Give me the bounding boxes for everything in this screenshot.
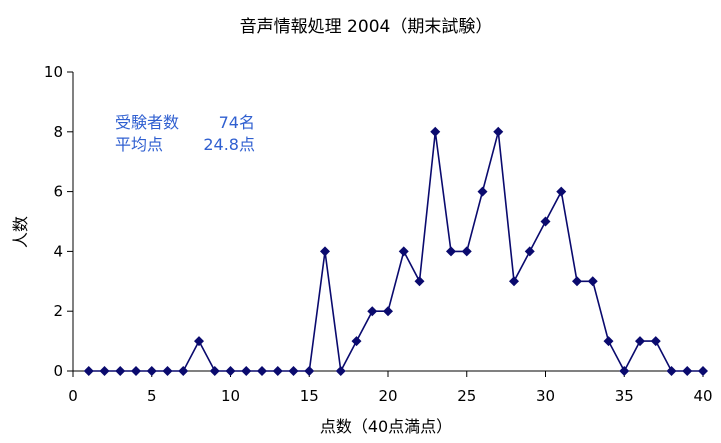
data-point — [351, 336, 362, 347]
data-point — [446, 246, 456, 257]
data-point — [556, 186, 567, 197]
data-point — [666, 366, 677, 376]
data-point — [367, 306, 378, 317]
data-point — [194, 336, 204, 347]
annotation-average-value: 24.8点 — [203, 135, 255, 154]
data-point — [572, 276, 582, 287]
x-tick-label: 35 — [615, 387, 634, 405]
data-point — [178, 366, 189, 376]
chart-title: 音声情報処理 2004（期末試験） — [240, 17, 493, 37]
x-tick-label: 40 — [693, 387, 712, 405]
data-point — [383, 306, 393, 317]
data-point — [225, 366, 236, 376]
y-tick-label: 4 — [53, 242, 63, 260]
data-point — [524, 246, 535, 257]
x-axis-title: 点数（40点満点） — [320, 417, 452, 436]
data-point — [430, 126, 441, 137]
data-point — [335, 366, 346, 376]
data-point — [304, 366, 315, 376]
data-point — [698, 366, 708, 376]
series-line — [88, 131, 703, 374]
data-point — [493, 126, 504, 137]
data-point — [288, 366, 299, 376]
y-tick-label: 8 — [53, 123, 63, 141]
x-tick-label: 15 — [300, 387, 319, 405]
data-point — [603, 336, 614, 347]
data-point — [540, 216, 551, 227]
x-tick-label: 20 — [378, 387, 397, 405]
data-point — [320, 246, 330, 257]
y-tick-label: 6 — [53, 183, 63, 201]
data-point — [461, 246, 472, 257]
y-tick-label: 10 — [44, 63, 63, 81]
data-point — [99, 366, 110, 376]
x-tick-label: 30 — [536, 387, 555, 405]
data-point — [398, 246, 409, 257]
data-point — [272, 366, 283, 376]
x-tick-label: 25 — [457, 387, 476, 405]
data-point — [241, 366, 252, 376]
annotation-count-label: 受験者数 — [115, 113, 179, 132]
data-point — [650, 336, 661, 347]
y-tick-label: 0 — [53, 362, 63, 380]
data-point — [115, 366, 126, 376]
data-point — [682, 366, 693, 376]
plot-area: 0 2 4 6 8 10 0 5 10 15 20 25 30 35 40 — [44, 63, 713, 405]
annotation-average-label: 平均点 — [115, 135, 163, 154]
y-tick-label: 2 — [53, 302, 63, 320]
data-point — [146, 366, 157, 376]
x-tick-label: 0 — [68, 387, 78, 405]
x-tick-label: 5 — [147, 387, 157, 405]
data-point — [635, 336, 645, 347]
annotation-count-value: 74名 — [219, 113, 255, 132]
data-point — [209, 366, 220, 376]
data-point — [477, 186, 488, 197]
data-point — [83, 366, 94, 376]
data-point — [509, 276, 519, 287]
x-tick-label: 10 — [221, 387, 240, 405]
data-point — [162, 366, 173, 376]
data-point — [619, 366, 630, 376]
data-point — [414, 276, 425, 287]
data-point — [257, 366, 267, 376]
y-axis-title: 人数 — [11, 216, 30, 248]
data-point — [587, 276, 598, 287]
data-point — [131, 366, 141, 376]
